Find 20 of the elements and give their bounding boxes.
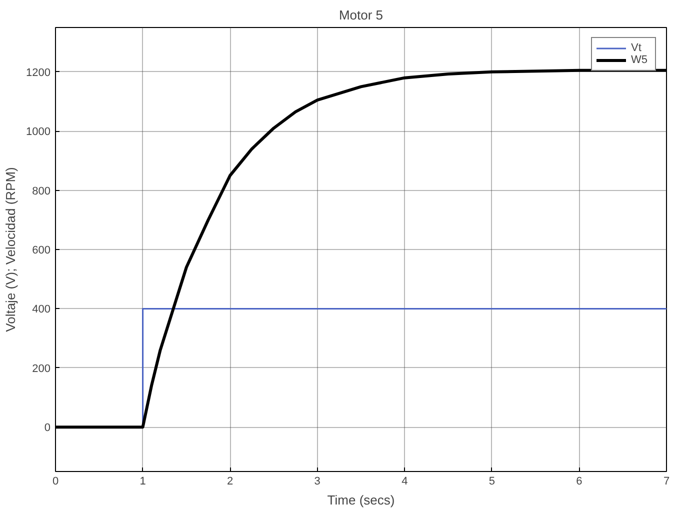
y-axis-title: Voltaje (V); Velocidad (RPM) xyxy=(3,167,18,332)
y-tick-label: 0 xyxy=(44,422,51,434)
legend-label: W5 xyxy=(631,54,648,66)
x-axis-title: Time (secs) xyxy=(327,492,395,508)
x-tick-label: 4 xyxy=(402,476,408,488)
y-tick-label: 600 xyxy=(32,244,51,256)
x-tick-label: 7 xyxy=(663,476,670,488)
x-tick-label: 0 xyxy=(52,476,59,488)
x-tick-label: 6 xyxy=(576,476,582,488)
x-tick-label: 1 xyxy=(140,476,146,488)
y-tick-label: 400 xyxy=(32,304,51,316)
x-tick-label: 5 xyxy=(488,476,495,488)
y-tick-label: 1200 xyxy=(26,66,51,79)
y-tick-label: 1000 xyxy=(26,126,51,138)
x-tick-label: 3 xyxy=(314,476,320,488)
chart-title: Motor 5 xyxy=(338,8,384,22)
y-tick-label: 200 xyxy=(32,362,51,375)
x-tick-label: 2 xyxy=(227,476,234,488)
y-tick-label: 800 xyxy=(32,185,51,198)
legend-label: Vt xyxy=(631,42,642,54)
